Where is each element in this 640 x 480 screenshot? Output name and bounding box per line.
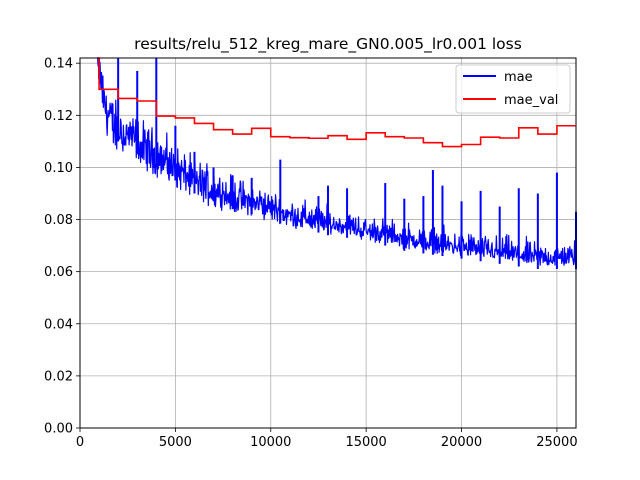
legend: mae mae_val	[455, 64, 571, 114]
series-line-mae	[97, 57, 577, 266]
legend-label-mae-val: mae_val	[504, 93, 558, 108]
legend-label-mae: mae	[504, 70, 533, 85]
y-tick-label: 0.04	[44, 317, 73, 332]
plot-frame	[79, 57, 577, 429]
x-tick-label: 25000	[536, 435, 577, 450]
y-tick-label: 0.10	[44, 161, 73, 176]
y-tick-label: 0.14	[44, 57, 73, 72]
y-tick-label: 0.12	[44, 109, 73, 124]
chart-title: results/relu_512_kreg_mare_GN0.005_lr0.0…	[134, 35, 522, 54]
y-tick-label: 0.02	[44, 369, 73, 384]
y-tick-label: 0.00	[44, 422, 73, 437]
x-tick-label: 0	[76, 435, 84, 450]
plot-series	[97, 57, 577, 270]
x-tick-label: 15000	[345, 435, 386, 450]
x-tick-label: 10000	[250, 435, 291, 450]
axis-ticks: 0 5000 10000 15000 20000 25000 0.00 0.02 0.04 0.0…	[44, 57, 578, 450]
y-tick-label: 0.08	[44, 213, 73, 228]
x-tick-label: 20000	[441, 435, 482, 450]
mae-spikes	[98, 58, 577, 270]
x-tick-label: 5000	[159, 435, 192, 450]
series-line-mae-val	[97, 57, 576, 148]
y-tick-label: 0.06	[44, 265, 73, 280]
